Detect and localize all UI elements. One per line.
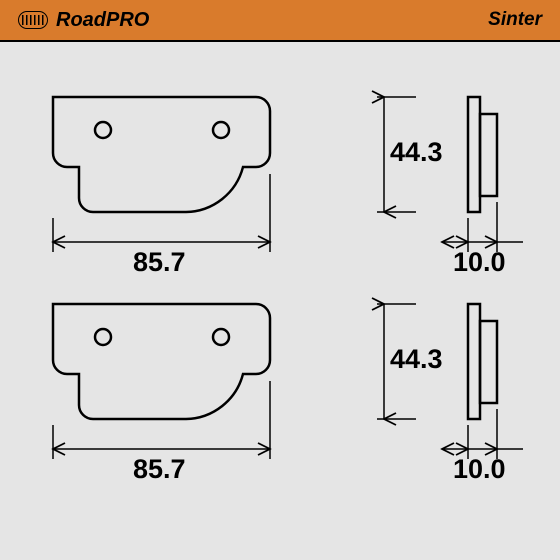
height-label-1: 44.3	[390, 137, 443, 168]
width-label-2: 85.7	[133, 454, 186, 485]
logo-icon	[18, 11, 48, 29]
pad-front-view-2: 85.7	[38, 289, 318, 474]
side-svg-2	[368, 289, 528, 469]
thickness-label-1: 10.0	[453, 247, 506, 278]
brand-prefix: Road	[56, 9, 106, 31]
pad-row-1: 85.7 44.3 10.0	[38, 82, 530, 267]
pad-side-view-2: 44.3 10.0	[368, 289, 518, 474]
brand-suffix: PRO	[106, 9, 149, 31]
pad-front-view-1: 85.7	[38, 82, 318, 267]
pad-side-view-1: 44.3 10.0	[368, 82, 518, 267]
side-svg-1	[368, 82, 528, 262]
pad-row-2: 85.7 44.3 10.0	[38, 289, 530, 474]
header-bar: RoadPRO Sinter	[0, 0, 560, 42]
brand-logo: RoadPRO	[18, 9, 149, 32]
width-label-1: 85.7	[133, 247, 186, 278]
thickness-label-2: 10.0	[453, 454, 506, 485]
diagram-content: 85.7 44.3 10.0	[0, 42, 560, 516]
pad-svg-2	[38, 289, 298, 469]
pad-svg-1	[38, 82, 298, 262]
height-label-2: 44.3	[390, 344, 443, 375]
product-line: Sinter	[488, 9, 542, 31]
brand-name: RoadPRO	[56, 9, 149, 32]
